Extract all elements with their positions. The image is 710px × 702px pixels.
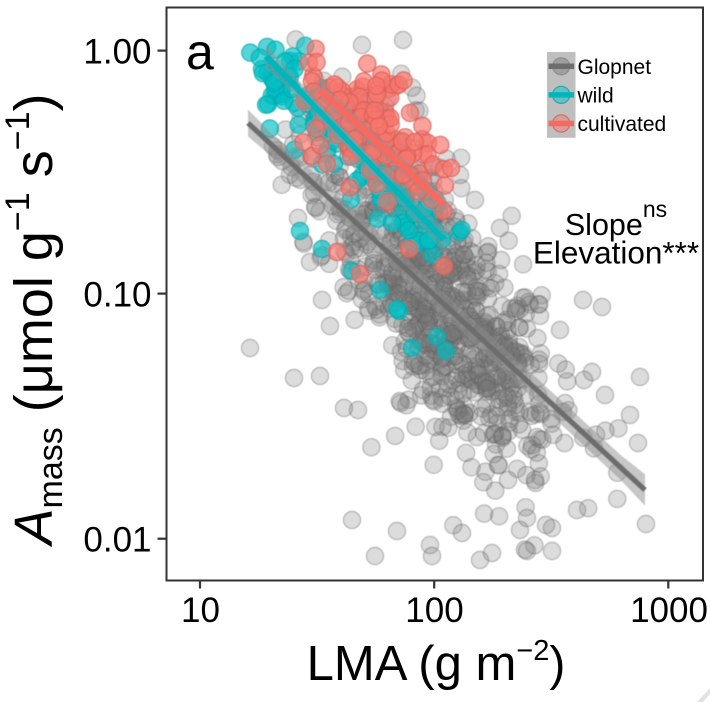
svg-text:cultivated: cultivated [578,113,667,136]
svg-text:Glopnet: Glopnet [578,56,652,79]
svg-text:wild: wild [577,84,614,107]
svg-text:a: a [186,24,214,80]
svg-text:Amass (μmol g−1 s−1): Amass (μmol g−1 s−1) [0,94,70,548]
svg-text:0.01: 0.01 [83,521,151,560]
svg-text:1.00: 1.00 [83,32,151,71]
svg-text:10: 10 [181,591,220,630]
svg-text:1000: 1000 [630,591,708,630]
svg-text:Elevation***: Elevation*** [533,235,699,271]
svg-text:100: 100 [405,591,463,630]
svg-text:0.10: 0.10 [83,275,151,314]
